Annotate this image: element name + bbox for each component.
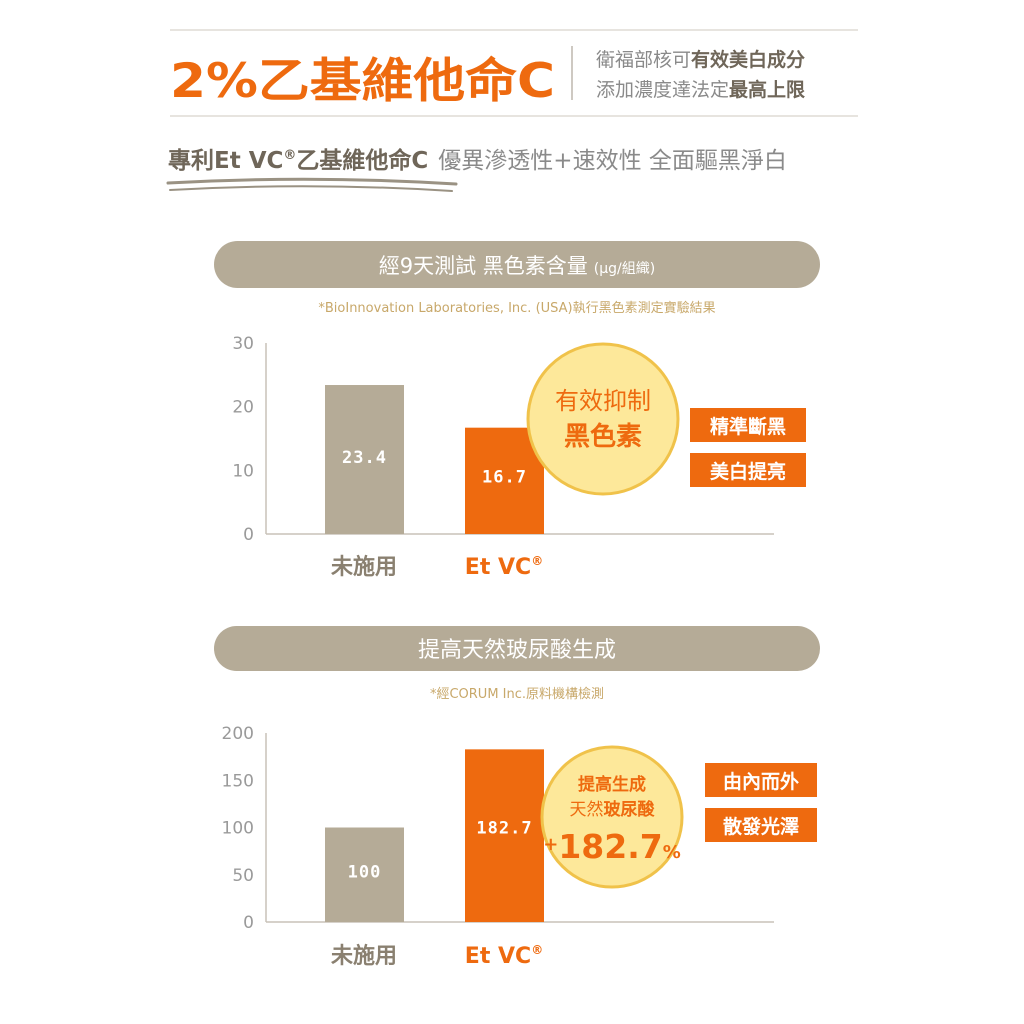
chart-2-callout-number: 182.7 <box>558 827 662 866</box>
chart-2-category-label: Et VC® <box>465 943 543 969</box>
chart-2-y-tick-label: 50 <box>232 866 254 886</box>
header-right-line1-bold: 有效美白成分 <box>691 48 805 71</box>
chart-2-y-tick-label: 0 <box>243 913 254 933</box>
chart-1-category-label: Et VC® <box>465 554 543 580</box>
chart-2-title-pill <box>214 626 820 671</box>
chart-2-bar <box>325 827 404 922</box>
chart-2-y-tick-label: 200 <box>222 724 254 744</box>
chart-1-y-tick-label: 0 <box>243 525 254 545</box>
chart-2-callout-line2-plain: 天然 <box>570 800 604 820</box>
chart-2-y-tick-label: 100 <box>222 819 254 839</box>
chart-1-data-label: 23.4 <box>342 448 387 468</box>
chart-2-title: 提高天然玻尿酸生成 <box>418 638 616 663</box>
header-right-line2-bold: 最高上限 <box>729 78 805 101</box>
chart-1-title-text: 經9天測試 黑色素含量 <box>379 254 588 278</box>
chart-1-bars: 23.4 16.7 <box>325 385 544 534</box>
header-right-line1: 衛福部核可有效美白成分 <box>596 48 805 71</box>
chart-2-data-label: 182.7 <box>476 818 532 838</box>
chart-1-category-label-text: Et VC <box>465 555 531 580</box>
chart-2-tag-1 <box>705 763 817 797</box>
chart-1-callout-line2: 黑色素 <box>564 421 642 452</box>
chart-2-tag-1-label: 由內而外 <box>723 770 799 793</box>
chart-2-y-tick-label: 150 <box>222 771 254 791</box>
chart-1-title-pill <box>214 241 820 288</box>
chart-2-note: *經CORUM Inc.原料機構檢測 <box>430 686 604 702</box>
headline: 2%乙基維他命C <box>170 54 555 109</box>
chart-2-y-ticks: 0 50 100 150 200 <box>222 724 254 933</box>
chart-2-category-label: 未施用 <box>331 943 397 969</box>
chart-2-callout-big: +182.7% <box>543 827 681 866</box>
chart-2-bar <box>465 749 544 922</box>
chart-2-callout-line1: 提高生成 <box>578 774 646 795</box>
chart-1-category-label: 未施用 <box>331 554 397 580</box>
subtitle-emphasis-suffix: 乙基維他命C <box>296 147 428 174</box>
subtitle-underline-2 <box>169 185 453 192</box>
chart-2-category-reg: ® <box>531 943 543 957</box>
chart-2-tag-2-label: 散發光澤 <box>723 815 799 838</box>
chart-2-callout-circle <box>540 745 684 889</box>
chart-1-tag-2 <box>690 453 806 487</box>
chart-2-bars: 100 182.7 <box>325 749 544 922</box>
chart-1-data-label: 16.7 <box>482 468 527 488</box>
chart-2-callout-line2-bold: 玻尿酸 <box>604 799 656 820</box>
chart-1-title: 經9天測試 黑色素含量 (μg/組織) <box>379 254 655 278</box>
subtitle-emphasis-prefix: 專利Et VC <box>168 148 283 174</box>
subtitle-rest: 優異滲透性+速效性 全面驅黑淨白 <box>438 148 787 174</box>
chart-2-callout-plus: + <box>543 834 558 855</box>
chart-1-tag-1 <box>690 408 806 442</box>
chart-1-y-tick-label: 10 <box>232 461 254 481</box>
chart-1-bar <box>325 385 404 534</box>
chart-1-note: *BioInnovation Laboratories, Inc. (USA)執… <box>318 300 715 316</box>
chart-1-callout-line1: 有效抑制 <box>555 387 651 415</box>
chart-1: 經9天測試 黑色素含量 (μg/組織) *BioInnovation Labora… <box>214 241 820 580</box>
chart-2-category-label-text: Et VC <box>465 944 531 969</box>
subtitle-underline-1 <box>166 177 458 186</box>
chart-2-data-label: 100 <box>348 863 382 883</box>
chart-1-y-tick-label: 30 <box>232 334 254 354</box>
chart-1-category-reg: ® <box>531 554 543 568</box>
subtitle-reg-mark: ® <box>283 148 296 163</box>
subtitle: 專利Et VC®乙基維他命C 優異滲透性+速效性 全面驅黑淨白 <box>168 147 787 174</box>
header-right-line2: 添加濃度達法定最高上限 <box>596 78 805 101</box>
chart-2-callout-line2: 天然玻尿酸 <box>570 799 656 820</box>
header-right-line1-plain: 衛福部核可 <box>596 49 691 71</box>
chart-2-callout-percent: % <box>663 842 681 863</box>
chart-1-bar <box>465 427 544 534</box>
chart-1-title-unit: (μg/組織) <box>594 261 655 277</box>
chart-2: 提高天然玻尿酸生成 *經CORUM Inc.原料機構檢測 0 50 100 150 20… <box>214 626 820 969</box>
chart-1-y-ticks: 0 10 20 30 <box>232 334 254 545</box>
chart-1-tag-1-label: 精準斷黑 <box>710 415 786 438</box>
header-right-line2-plain: 添加濃度達法定 <box>596 79 729 101</box>
chart-1-callout-circle <box>526 342 680 496</box>
chart-1-tag-2-label: 美白提亮 <box>710 460 786 483</box>
chart-2-tag-2 <box>705 808 817 842</box>
chart-1-y-tick-label: 20 <box>232 398 254 418</box>
